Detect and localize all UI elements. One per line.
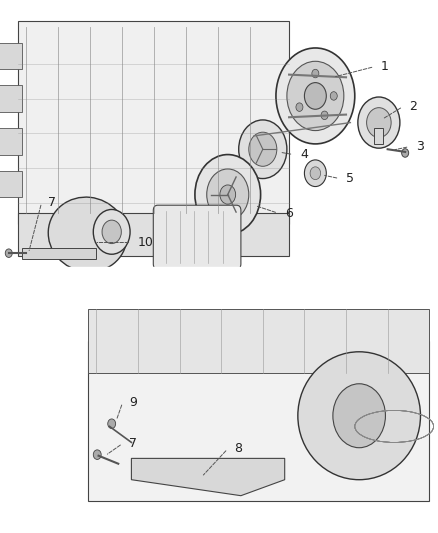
- FancyBboxPatch shape: [88, 341, 429, 501]
- Text: 3: 3: [416, 140, 424, 153]
- Circle shape: [333, 384, 385, 448]
- Circle shape: [304, 83, 326, 109]
- FancyBboxPatch shape: [153, 205, 241, 269]
- Circle shape: [367, 108, 391, 138]
- Circle shape: [276, 48, 355, 144]
- FancyBboxPatch shape: [18, 21, 289, 224]
- FancyBboxPatch shape: [88, 309, 429, 373]
- Circle shape: [402, 149, 409, 157]
- Text: 10: 10: [138, 236, 154, 249]
- Polygon shape: [131, 458, 285, 496]
- Circle shape: [312, 69, 319, 78]
- FancyBboxPatch shape: [0, 85, 22, 112]
- Text: 7: 7: [48, 196, 56, 209]
- Circle shape: [249, 132, 277, 166]
- Circle shape: [239, 120, 287, 179]
- Text: 5: 5: [346, 172, 354, 185]
- Circle shape: [195, 155, 261, 235]
- Circle shape: [207, 169, 249, 220]
- Polygon shape: [22, 248, 96, 259]
- Text: 6: 6: [285, 207, 293, 220]
- Ellipse shape: [48, 197, 127, 272]
- Circle shape: [287, 61, 344, 131]
- Circle shape: [93, 450, 101, 459]
- FancyBboxPatch shape: [0, 128, 22, 155]
- FancyBboxPatch shape: [0, 171, 22, 197]
- Text: 8: 8: [234, 442, 242, 455]
- Circle shape: [5, 249, 12, 257]
- Circle shape: [304, 160, 326, 187]
- Circle shape: [358, 97, 400, 148]
- Text: 1: 1: [381, 60, 389, 73]
- Circle shape: [310, 167, 321, 180]
- Polygon shape: [374, 128, 383, 144]
- Circle shape: [102, 220, 121, 244]
- FancyBboxPatch shape: [18, 213, 289, 256]
- Circle shape: [330, 92, 337, 100]
- Circle shape: [321, 111, 328, 119]
- Circle shape: [220, 185, 236, 204]
- FancyBboxPatch shape: [0, 43, 22, 69]
- Circle shape: [93, 209, 130, 254]
- Circle shape: [108, 419, 116, 429]
- Text: 9: 9: [129, 396, 137, 409]
- Text: 4: 4: [300, 148, 308, 161]
- Text: 2: 2: [410, 100, 417, 113]
- Text: 7: 7: [129, 437, 137, 450]
- Circle shape: [296, 103, 303, 111]
- Ellipse shape: [298, 352, 420, 480]
